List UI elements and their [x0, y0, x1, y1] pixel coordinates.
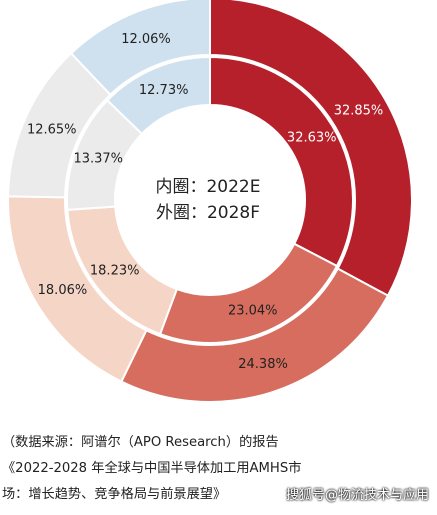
outer-segment-label-3: 12.65%: [27, 123, 77, 138]
source-line-1: （数据来源：阿谱尔（APO Research）的报告: [2, 435, 279, 450]
inner-segment-4: [106, 55, 211, 136]
source-note: （数据来源：阿谱尔（APO Research）的报告 《2022-2028 年全…: [0, 430, 437, 515]
source-line-2: 《2022-2028 年全球与中国半导体加工用AMHS市: [2, 461, 302, 476]
donut-chart: 32.63% 23.04% 18.23% 13.37% 12.73% 32.85% 24.3…: [7, 0, 413, 403]
outer-segment-label-1: 24.38%: [238, 357, 288, 372]
segment-labels: 32.63% 23.04% 18.23% 13.37% 12.73% 32.85% 24.3…: [27, 32, 383, 372]
inner-segment-label-4: 12.73%: [139, 83, 189, 98]
inner-segment-label-1: 23.04%: [228, 304, 278, 319]
outer-segment-label-0: 32.85%: [334, 104, 384, 119]
outer-segment-label-2: 18.06%: [38, 283, 88, 298]
center-label-outer: 外圈：2028F: [156, 203, 260, 223]
outer-segment-0: [209, 0, 413, 297]
center-label-inner: 内圈：2022E: [155, 177, 260, 197]
watermark: 搜狐号@物流技术与应用: [285, 488, 429, 503]
outer-segment-4: [69, 0, 211, 97]
source-line-3: 场：增长趋势、竞争格局与前景展望》: [2, 487, 227, 502]
outer-segment-label-4: 12.06%: [121, 32, 171, 47]
inner-segment-0: [209, 55, 354, 268]
outer-ring-2028F: [7, 0, 413, 403]
inner-segment-label-3: 13.37%: [73, 152, 123, 167]
inner-segment-label-2: 18.23%: [90, 264, 140, 279]
inner-ring-2022E: [66, 55, 354, 344]
inner-segment-label-0: 32.63%: [287, 131, 337, 146]
